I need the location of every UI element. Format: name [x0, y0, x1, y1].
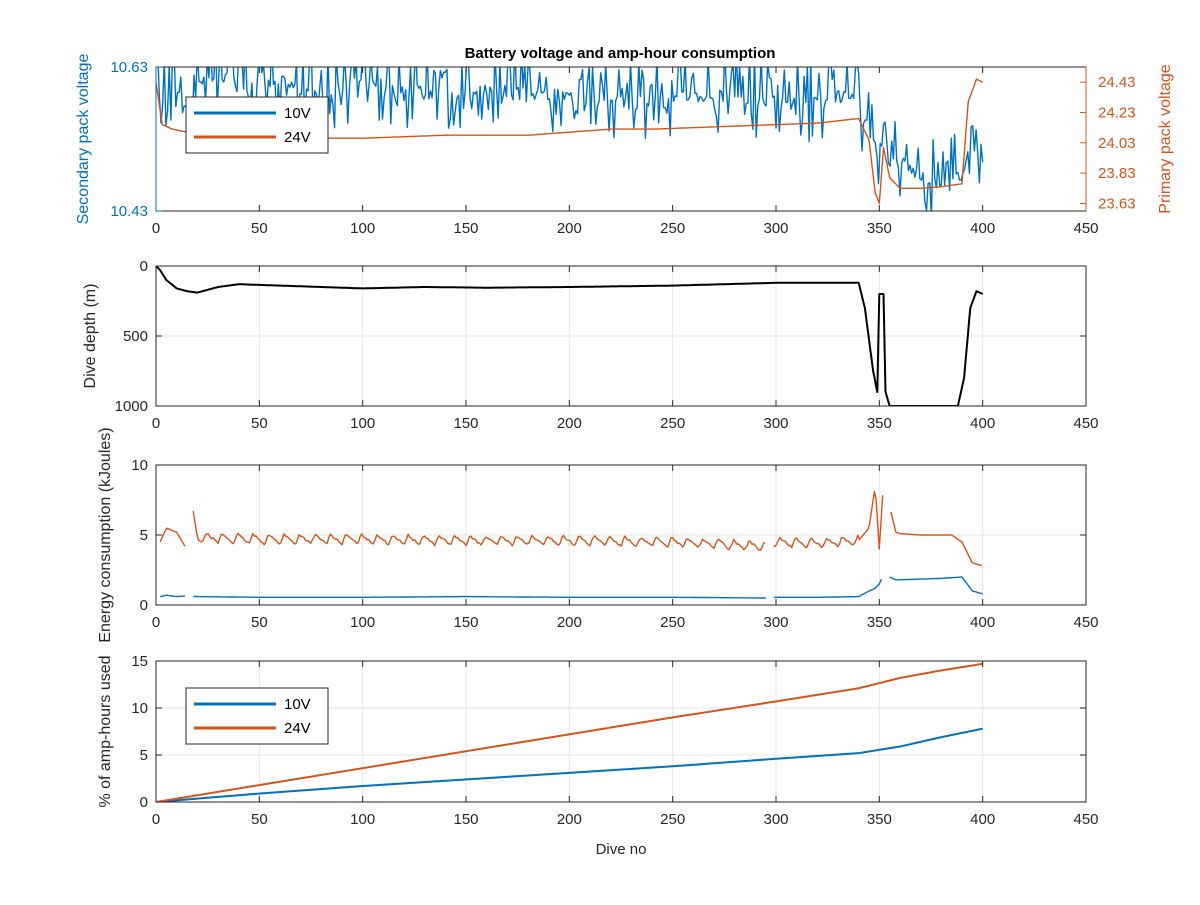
y-tick-label: 0 [140, 597, 148, 614]
x-tick-label: 0 [152, 811, 160, 828]
x-tick-label: 300 [763, 614, 788, 631]
x-tick-label: 50 [251, 811, 268, 828]
x-tick-label: 150 [453, 614, 478, 631]
y-tick-label: 10.63 [110, 59, 148, 76]
y-axis-label: Secondary pack voltage [75, 54, 92, 225]
y-axis-label-right: Primary pack voltage [1157, 64, 1174, 213]
x-tick-label: 200 [557, 811, 582, 828]
x-tick-label: 350 [867, 220, 892, 237]
x-tick-label: 250 [660, 220, 685, 237]
series-line-10v [156, 727, 983, 802]
x-tick-label: 300 [763, 220, 788, 237]
x-tick-label: 0 [152, 415, 160, 432]
series-line-24v [156, 662, 983, 802]
x-tick-label: 100 [350, 220, 375, 237]
data-group [156, 266, 984, 406]
series-line-24v [192, 510, 766, 551]
y-tick-label: 10 [131, 457, 148, 474]
y-tick-label: 10.43 [110, 203, 148, 220]
x-tick-label: 50 [251, 415, 268, 432]
x-tick-label: 0 [152, 614, 160, 631]
series-line-10v [159, 594, 185, 598]
data-group [156, 662, 983, 802]
x-tick-label: 250 [660, 614, 685, 631]
x-tick-label: 100 [350, 811, 375, 828]
axes-box [155, 660, 1087, 803]
x-tick-label: 400 [970, 220, 995, 237]
series-line-10v [773, 578, 883, 599]
x-tick-label: 200 [557, 614, 582, 631]
x-tick-label: 350 [867, 614, 892, 631]
legend-box [185, 687, 329, 745]
y-tick-label: 5 [140, 747, 148, 764]
y-tick-label: 5 [140, 527, 148, 544]
y-axis-label: % of amp-hours used [97, 655, 114, 807]
x-tick-label: 250 [660, 415, 685, 432]
x-tick-label: 150 [453, 811, 478, 828]
panel-4: 0 50 100 150 200 250 300 350 400 450 0 5 10 15 % of am… [97, 653, 1099, 858]
series-line-24v [773, 490, 884, 550]
panel-3: 0 50 100 150 200 250 300 350 400 450 0 5 10 Energy co… [97, 427, 1099, 642]
legend-label: 24V [284, 720, 311, 737]
data-group [159, 490, 983, 599]
x-tick-label: 250 [660, 811, 685, 828]
y-tick-label-right: 24.43 [1098, 74, 1136, 91]
y-tick-label: 15 [131, 653, 148, 670]
x-tick-label: 50 [251, 220, 268, 237]
series-line-10v [157, 67, 984, 211]
y-tick-label-right: 23.83 [1098, 165, 1136, 182]
chart-title: Battery voltage and amp-hour consumption [465, 45, 776, 62]
x-axis-label: Dive no [596, 841, 647, 858]
x-tick-label: 450 [1073, 614, 1098, 631]
x-tick-label: 350 [867, 415, 892, 432]
x-tick-label: 300 [763, 415, 788, 432]
series-line-10v [193, 595, 766, 599]
x-tick-label: 150 [453, 415, 478, 432]
x-tick-label: 200 [557, 415, 582, 432]
x-tick-label: 450 [1073, 415, 1098, 432]
series-line-24v [159, 527, 186, 547]
x-tick-label: 450 [1073, 220, 1098, 237]
x-tick-label: 300 [763, 811, 788, 828]
legend-label: 10V [284, 696, 311, 713]
x-tick-label: 150 [453, 220, 478, 237]
x-tick-label: 200 [557, 220, 582, 237]
legend-label: 10V [284, 105, 311, 122]
series-line-24v [890, 511, 983, 567]
panel-2: 0 50 100 150 200 250 300 350 400 450 0 500 1000 Dive … [82, 258, 1099, 432]
y-tick-label: 0 [140, 258, 148, 275]
x-tick-label: 50 [251, 614, 268, 631]
y-tick-label: 10 [131, 700, 148, 717]
y-tick-label: 500 [123, 328, 148, 345]
x-tick-label: 450 [1073, 811, 1098, 828]
series-line-10v [889, 576, 983, 595]
series-line-depth [156, 266, 984, 406]
x-tick-label: 100 [350, 614, 375, 631]
x-tick-label: 400 [970, 415, 995, 432]
x-tick-label: 0 [152, 220, 160, 237]
y-axis-label: Energy consumption (kJoules) [97, 427, 114, 642]
x-tick-label: 400 [970, 811, 995, 828]
y-tick-label-right: 24.03 [1098, 135, 1136, 152]
y-axis-label: Dive depth (m) [82, 284, 99, 389]
y-tick-label: 1000 [115, 398, 148, 415]
y-tick-label: 0 [140, 794, 148, 811]
x-tick-label: 350 [867, 811, 892, 828]
y-tick-label-right: 24.23 [1098, 104, 1136, 121]
legend-box [185, 96, 329, 154]
x-tick-label: 100 [350, 415, 375, 432]
legend-label: 24V [284, 129, 311, 146]
x-tick-label: 400 [970, 614, 995, 631]
panel-1: 0 50 100 150 200 250 300 350 400 450 10.43 10.63 23.… [75, 54, 1174, 237]
y-tick-label-right: 23.63 [1098, 195, 1136, 212]
